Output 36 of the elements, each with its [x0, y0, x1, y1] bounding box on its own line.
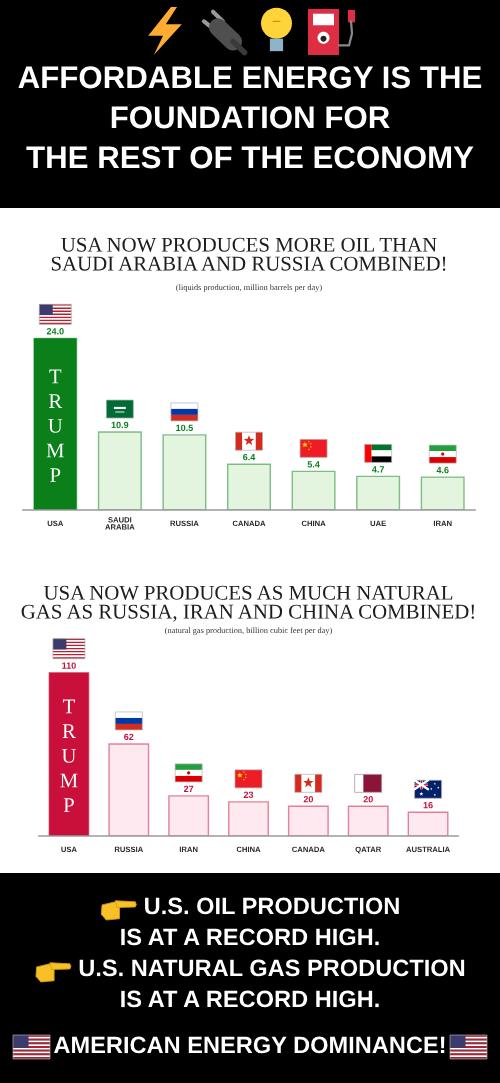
annotation: T R U M P — [60, 699, 78, 812]
text: AFFORDABLE ENERGY IS THE FOUNDATION FOR THE REST OF THE ECONOMY — [18, 66, 482, 169]
data-label: 20 — [363, 796, 373, 803]
chart-subtitle: (liquids production, million barrels per day) — [176, 284, 322, 292]
bar — [228, 801, 269, 836]
data-label: 10.9 — [111, 421, 129, 429]
data-label: 4.7 — [372, 466, 385, 473]
bar — [291, 470, 336, 510]
data-label: 6.4 — [243, 453, 256, 461]
data-label: 16 — [423, 801, 433, 809]
bar — [48, 671, 90, 836]
bar — [162, 434, 207, 510]
bar — [356, 475, 401, 510]
bar — [420, 476, 465, 510]
chart-subtitle: (natural gas production, billion cubic feet per day) — [165, 627, 332, 635]
data-label: 62 — [124, 733, 134, 741]
data-label: 110 — [62, 662, 76, 669]
data-label: 20 — [303, 796, 314, 803]
text: U.S. OIL PRODUCTION IS AT A RECORD HIGH. U.S. NATURAL GAS PRODUCTION IS AT A RECORD HIGH. AMERICAN ENERGY DOMINANCE! — [54, 897, 465, 1054]
bar — [287, 805, 329, 836]
bar — [407, 811, 449, 836]
bar — [97, 431, 142, 510]
data-label: 5.4 — [307, 461, 320, 468]
bar — [168, 795, 210, 836]
annotation: T R U M P — [46, 369, 64, 482]
bar — [33, 337, 78, 510]
bar — [108, 743, 150, 836]
chart-title: USA NOW PRODUCES AS MUCH NATURAL GAS AS RUSSIA, IRAN AND CHINA COMBINED! — [21, 585, 475, 622]
chart-title: USA NOW PRODUCES MORE OIL THAN SAUDI ARABIA AND RUSSIA COMBINED! — [51, 237, 446, 271]
bar — [226, 463, 272, 510]
data-label: 24.0 — [46, 328, 64, 335]
data-label: 10.5 — [176, 424, 193, 432]
data-label: 23 — [243, 791, 254, 798]
data-label: 27 — [183, 785, 194, 792]
data-label: 4.6 — [436, 466, 449, 474]
bar — [347, 805, 389, 836]
